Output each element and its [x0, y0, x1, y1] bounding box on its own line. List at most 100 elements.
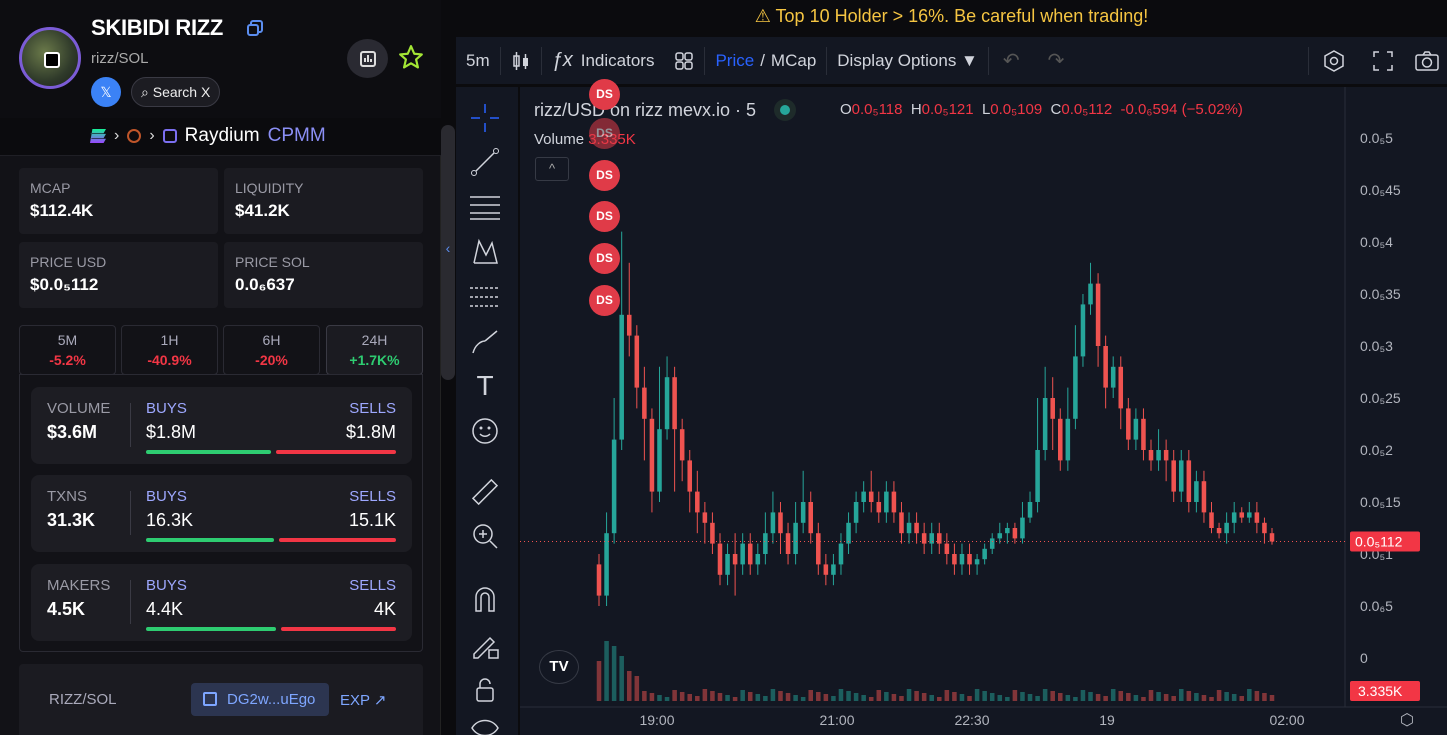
price-mcap-toggle[interactable]: Price / MCap: [705, 37, 826, 84]
indicators-button[interactable]: ƒx Indicators: [542, 37, 665, 84]
candle-body: [634, 335, 640, 388]
volume-bar: [906, 689, 912, 701]
row-value: 4.5K: [47, 599, 86, 619]
price-axis-bg: [1345, 87, 1447, 735]
candle-body: [952, 554, 957, 565]
collapse-legend-button[interactable]: ^: [535, 157, 569, 181]
screenshot-camera-icon[interactable]: [1407, 37, 1447, 84]
trend-line-icon[interactable]: [468, 145, 502, 179]
candle-body: [1239, 512, 1245, 518]
volume-bar: [732, 697, 738, 701]
volume-bar: [853, 693, 859, 701]
explorer-link[interactable]: EXP ↗: [340, 691, 387, 709]
display-options-button[interactable]: Display Options ▼: [837, 50, 978, 70]
volume-bar: [1141, 697, 1146, 701]
candle-body: [611, 439, 617, 534]
lock-drawing-icon[interactable]: [468, 628, 502, 662]
pool-type: CPMM: [267, 125, 326, 146]
stat-liquidity: LIQUIDITY $41.2K: [224, 168, 423, 234]
brush-icon[interactable]: [468, 325, 502, 359]
settings-icon[interactable]: [1309, 37, 1359, 84]
mcap-option[interactable]: MCap: [770, 50, 817, 70]
candle-body: [808, 502, 813, 534]
favorite-star-icon[interactable]: [398, 44, 424, 70]
ruler-icon[interactable]: [468, 475, 502, 509]
volume-bar: [1080, 690, 1086, 701]
candle-body: [1133, 418, 1139, 440]
candle-type-icon[interactable]: [501, 37, 541, 84]
volume-bar: [611, 646, 617, 701]
volume-bar: [1156, 692, 1161, 701]
left-panel-scrollbar[interactable]: [441, 125, 455, 380]
price-chart[interactable]: 0.0₅5 0.0₅45 0.0₅4 0.0₅35 0.0₅3 0.0₅25 0.0₅2 0.…: [520, 79, 1447, 735]
volume-bar: [710, 691, 715, 701]
tradingview-logo[interactable]: TV: [539, 650, 579, 684]
pair-address: DG2w...uEgo: [227, 691, 316, 708]
copy-address-button[interactable]: DG2w...uEgo: [191, 683, 329, 716]
fullscreen-icon[interactable]: [1359, 37, 1407, 84]
crosshair-icon[interactable]: [468, 101, 502, 135]
volume-bar: [959, 694, 965, 701]
volume-bar: [1209, 697, 1214, 701]
timeframe-label: 5M: [57, 332, 78, 348]
buy-bar: [146, 627, 276, 631]
x-twitter-button[interactable]: 𝕏: [91, 77, 121, 107]
dex-route: › › Raydium CPMM: [0, 118, 441, 156]
dev-sell-marker[interactable]: DS: [589, 243, 620, 274]
candle-body: [868, 491, 874, 502]
dev-sell-marker[interactable]: DS: [589, 285, 620, 316]
chart-canvas[interactable]: 0.0₅5 0.0₅45 0.0₅4 0.0₅35 0.0₅3 0.0₅25 0.0₅2 0.…: [520, 87, 1447, 735]
buys-label: BUYS: [146, 577, 187, 594]
chart-legend: rizz/USD on rizz mevx.io · 5: [534, 99, 797, 121]
sells-label: SELLS: [349, 488, 396, 505]
dev-sell-marker[interactable]: DS: [589, 160, 620, 191]
pattern-icon[interactable]: [468, 235, 502, 269]
candle-body: [1231, 512, 1237, 523]
interval-selector[interactable]: 5m: [466, 50, 490, 70]
undo-icon[interactable]: ↶: [1002, 50, 1020, 72]
timeframe-6h[interactable]: 6H -20%: [223, 325, 320, 375]
dev-sell-marker[interactable]: DS: [589, 79, 620, 110]
search-x-label: Search X: [152, 84, 211, 100]
horizontal-lines-icon[interactable]: [468, 190, 502, 224]
buy-bar: [146, 538, 274, 542]
collapse-panel-icon[interactable]: ‹: [445, 240, 451, 256]
volume-bar: [702, 689, 708, 701]
volume-bar: [937, 697, 942, 701]
y-tick-label: 0.0₅2: [1360, 442, 1393, 458]
add-chart-button[interactable]: [347, 39, 388, 78]
candle-body: [763, 533, 768, 554]
text-tool-icon[interactable]: T: [476, 370, 494, 401]
lock-icon[interactable]: [468, 673, 502, 707]
volume-bar: [1035, 696, 1040, 701]
divider: [130, 491, 131, 535]
price-option[interactable]: Price: [715, 50, 755, 70]
candle-body: [1095, 283, 1101, 346]
pair-address-row: RIZZ/SOL DG2w...uEgo EXP ↗: [19, 664, 423, 735]
volume-bar: [1186, 691, 1192, 701]
candle-body: [974, 559, 980, 565]
ohlc-values: O0.0₅118 H0.0₅121 L0.0₅109 C0.0₅112 -0.0…: [840, 101, 1243, 118]
emoji-icon[interactable]: [468, 414, 502, 448]
timeframe-label: 1H: [160, 332, 179, 348]
redo-icon[interactable]: ↷: [1047, 50, 1065, 72]
copy-icon[interactable]: [246, 19, 264, 37]
token-avatar: [19, 27, 81, 89]
dev-sell-marker[interactable]: DS: [589, 118, 620, 149]
timeframe-1h[interactable]: 1H -40.9%: [121, 325, 218, 375]
volume-bar: [800, 697, 806, 701]
layout-grid-icon[interactable]: [664, 37, 704, 84]
candle-body: [702, 512, 708, 523]
stat-price-sol: PRICE SOL 0.0₆637: [224, 242, 423, 308]
volume-bar: [596, 661, 602, 701]
search-x-button[interactable]: ⌕ Search X: [131, 77, 221, 107]
zoom-in-icon[interactable]: [468, 519, 502, 553]
candle-body: [626, 314, 632, 336]
dev-sell-marker[interactable]: DS: [589, 201, 620, 232]
volume-bar: [997, 695, 1003, 701]
magnet-icon[interactable]: [468, 583, 502, 617]
eye-icon[interactable]: [468, 711, 502, 735]
fib-retracement-icon[interactable]: [468, 280, 502, 314]
timeframe-5m[interactable]: 5M -5.2%: [19, 325, 116, 375]
timeframe-24h[interactable]: 24H +1.7K%: [326, 325, 423, 375]
